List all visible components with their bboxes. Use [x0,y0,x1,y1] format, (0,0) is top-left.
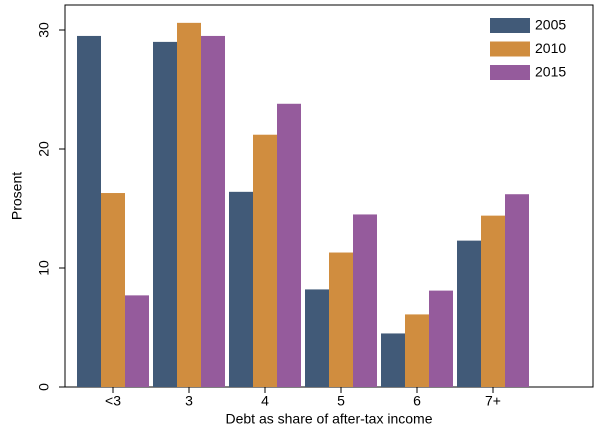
y-tick-label: 20 [36,141,52,157]
bar [329,252,353,387]
x-tick-label: 7+ [485,393,501,409]
x-axis-label: Debt as share of after-tax income [226,411,433,427]
legend-swatch [490,41,530,57]
bar [277,103,301,387]
bar [201,35,225,388]
y-axis-label: Prosent [9,172,25,220]
bar [253,134,277,387]
x-tick-label: <3 [105,393,121,409]
bar [457,240,481,387]
bar [229,191,253,387]
legend-swatch [490,65,530,80]
y-tick-label: 10 [36,260,52,276]
x-tick-label: 4 [261,393,269,409]
bar [77,35,101,388]
legend-label: 2005 [535,17,566,33]
bar [353,214,377,387]
y-tick-label: 30 [36,22,52,38]
bar [101,193,125,387]
bar [177,22,201,388]
bar [405,314,429,387]
x-tick-label: 3 [185,393,193,409]
bar [153,41,177,388]
bar [481,215,505,387]
y-tick-label: 0 [36,383,52,391]
bar [429,290,453,387]
legend-label: 2015 [535,64,566,80]
legend-label: 2010 [535,40,566,56]
bar [125,295,149,387]
bar [505,194,529,387]
bar [381,333,405,387]
x-tick-label: 6 [413,393,421,409]
legend-swatch [490,18,530,33]
x-tick-label: 5 [337,393,345,409]
bar [305,289,329,387]
